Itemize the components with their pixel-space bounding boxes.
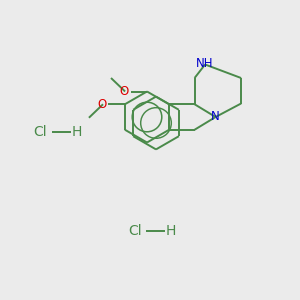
- Text: H: H: [166, 224, 176, 238]
- Text: H: H: [71, 125, 82, 139]
- Text: O: O: [98, 98, 107, 111]
- Text: NH: NH: [196, 56, 214, 70]
- Text: O: O: [120, 85, 129, 98]
- Text: Cl: Cl: [34, 125, 47, 139]
- Text: Cl: Cl: [128, 224, 142, 238]
- Text: N: N: [211, 110, 220, 124]
